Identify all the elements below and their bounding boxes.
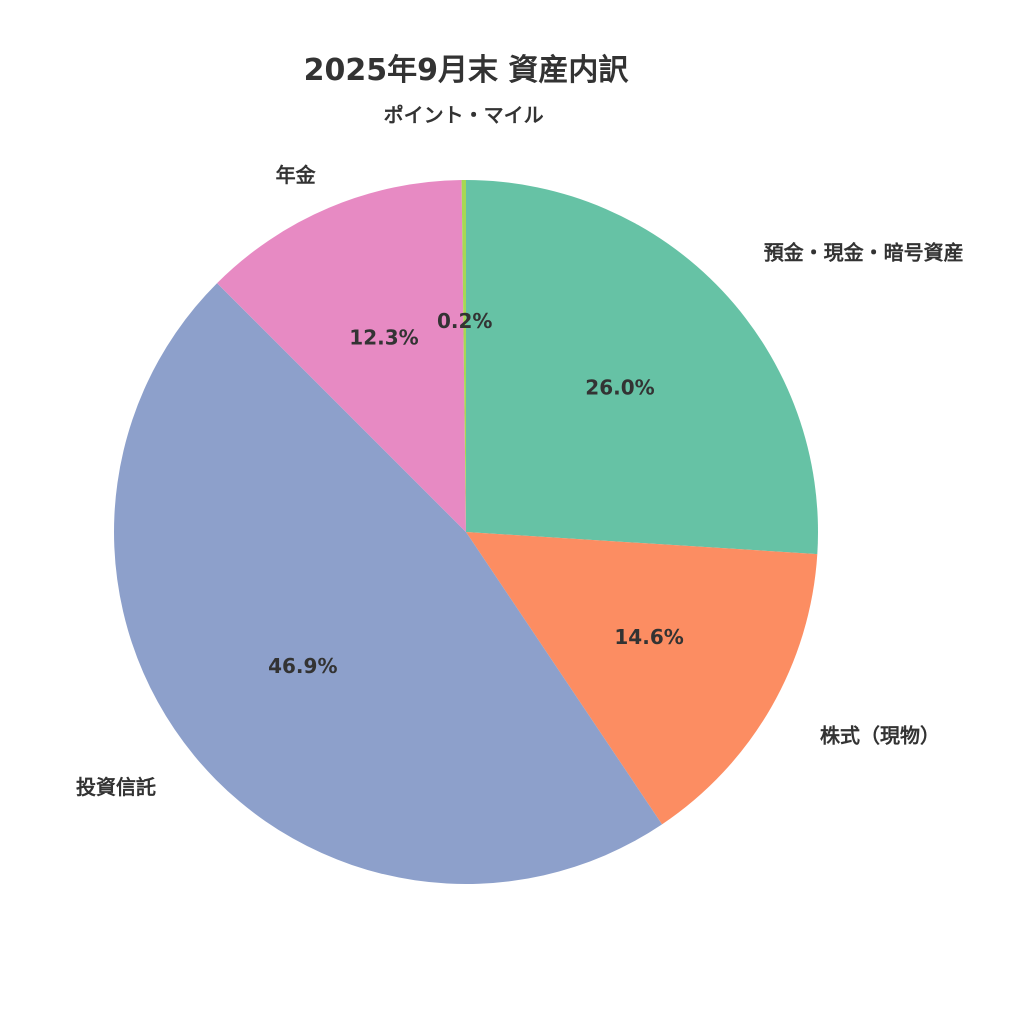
slice-category-label: 年金 — [276, 163, 317, 187]
slice-category-label: 株式（現物） — [820, 723, 940, 747]
pie-slice — [217, 180, 466, 532]
slice-percent-label: 26.0% — [585, 375, 654, 399]
slice-percent-label: 0.2% — [437, 309, 492, 333]
chart-title: 2025年9月末 資産内訳 — [304, 53, 630, 88]
slice-category-label: 預金・現金・暗号資産 — [764, 241, 964, 265]
pie-slice — [466, 180, 819, 555]
slice-percent-label: 12.3% — [349, 325, 418, 349]
pie-labels: 26.0% 預金・現金・暗号資産 14.6% 株式（現物） 46.9% 投資信託 12.3%… — [76, 103, 964, 799]
slice-category-label: 投資信託 — [76, 775, 156, 799]
slice-percent-label: 46.9% — [268, 654, 337, 678]
pie-slice — [114, 283, 663, 884]
pie-slices — [114, 180, 819, 884]
pie-slice — [466, 532, 818, 825]
slice-category-label: ポイント・マイル — [384, 103, 544, 127]
slice-percent-label: 14.6% — [614, 625, 683, 649]
pie-slice — [461, 180, 466, 532]
